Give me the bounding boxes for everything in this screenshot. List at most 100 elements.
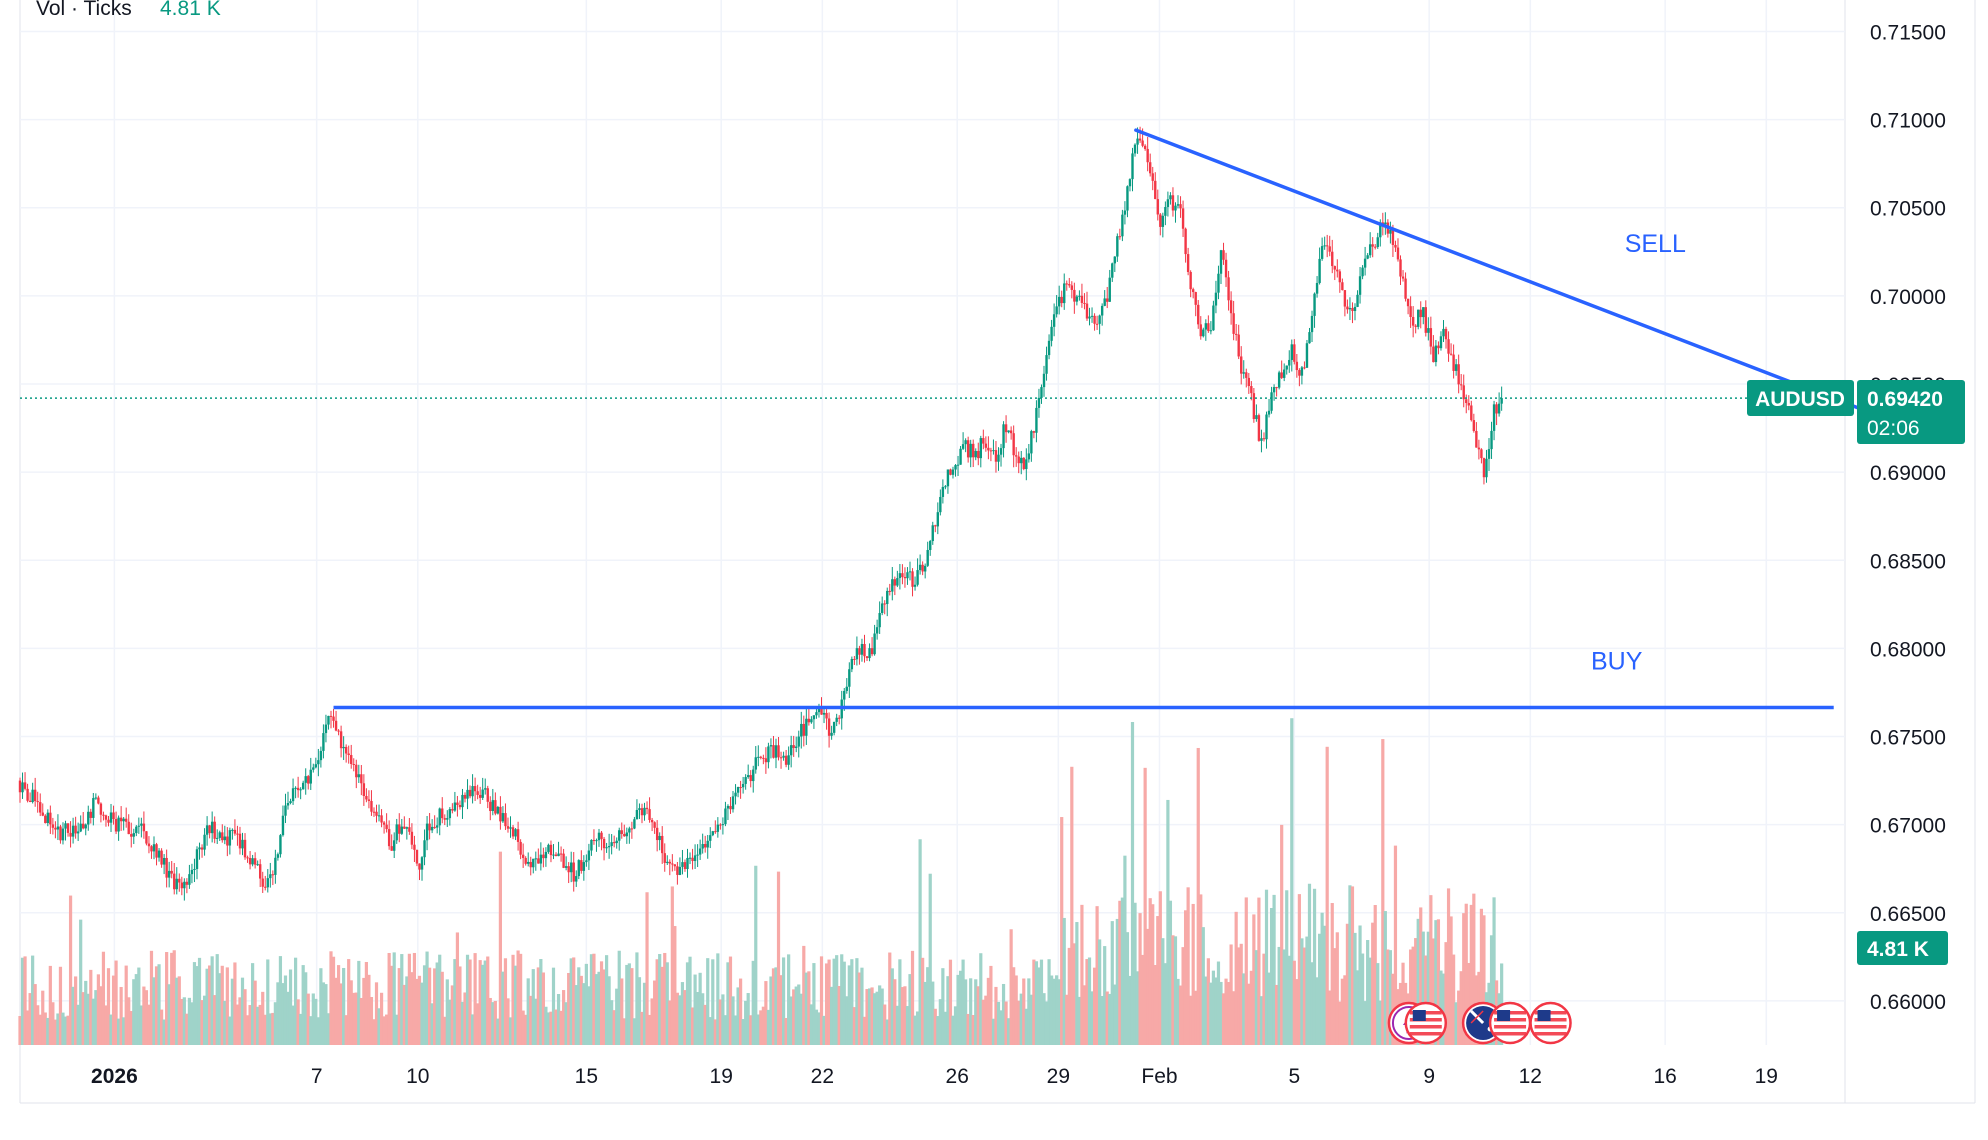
candle-body xyxy=(835,717,838,722)
candle-body xyxy=(360,774,363,784)
economic-events[interactable] xyxy=(1387,1001,1572,1045)
candle-body xyxy=(825,712,828,719)
candle-body xyxy=(448,809,452,819)
volume-bar xyxy=(402,984,406,1045)
volume-bar xyxy=(58,966,63,1045)
candle-body xyxy=(838,717,841,719)
candle-body xyxy=(1429,328,1433,347)
candle-body xyxy=(403,826,406,829)
candle-body xyxy=(764,758,768,763)
sell-trendline[interactable] xyxy=(1134,128,1890,421)
volume-bar xyxy=(683,990,687,1045)
candle-body xyxy=(863,643,866,657)
volume-bar xyxy=(1196,747,1200,1045)
candle-body xyxy=(1495,404,1498,414)
volume-bar xyxy=(43,1012,47,1045)
candle-body xyxy=(208,825,211,834)
candle-body xyxy=(1063,283,1066,304)
volume-bar xyxy=(438,954,442,1045)
volume-bar xyxy=(1492,897,1496,1045)
volume-bar xyxy=(192,962,197,1045)
candle-body xyxy=(524,857,527,864)
candle-body xyxy=(1313,293,1316,316)
candle-body xyxy=(387,829,391,847)
volume-bar xyxy=(541,972,545,1045)
volume-bar xyxy=(1135,971,1140,1045)
legend[interactable]: Vol · Ticks 4.81 K xyxy=(36,0,221,20)
candle-body xyxy=(529,861,532,868)
us-flag-event-icon[interactable] xyxy=(1529,1001,1572,1045)
time-tick-label: 22 xyxy=(811,1065,834,1088)
volume-bar xyxy=(668,1000,672,1045)
volume-bar xyxy=(109,1014,113,1045)
candle-body xyxy=(643,807,646,816)
candle-body xyxy=(147,843,151,847)
candle-body xyxy=(623,833,626,837)
volume-bar xyxy=(964,979,968,1045)
price-axis[interactable]: 0.715000.710000.705000.700000.695000.690… xyxy=(1870,21,1946,1013)
volume-bar xyxy=(1004,1001,1008,1045)
volume-bar xyxy=(68,895,73,1045)
volume-bar xyxy=(478,960,482,1045)
candle-body xyxy=(362,783,366,796)
volume-bar xyxy=(688,956,692,1045)
volume-bar xyxy=(905,1006,910,1045)
volume-bar xyxy=(615,988,619,1045)
candle-body xyxy=(289,801,292,804)
volume-bar xyxy=(1189,995,1193,1045)
legend-value: 4.81 K xyxy=(160,0,221,20)
grid xyxy=(19,0,1976,1104)
us-flag-event-icon[interactable] xyxy=(1404,1001,1448,1045)
candle-body xyxy=(1227,277,1230,301)
volume-bar xyxy=(377,1008,381,1045)
volume-bar xyxy=(966,1013,970,1045)
volume-bar xyxy=(989,965,993,1045)
candle-body xyxy=(44,815,47,824)
candle-body xyxy=(33,789,37,802)
candle-body xyxy=(1492,404,1496,431)
volume-bar xyxy=(127,997,131,1045)
candle-body xyxy=(653,822,656,828)
candle-body xyxy=(658,835,661,841)
candle-body xyxy=(195,849,199,869)
volume-bar xyxy=(273,1002,277,1045)
candle-body xyxy=(1396,247,1400,260)
candle-body xyxy=(1007,430,1010,433)
volume-bar xyxy=(650,998,654,1045)
candle-body xyxy=(1141,140,1144,146)
candle-body xyxy=(1323,245,1326,247)
volume-bar xyxy=(918,839,922,1045)
volume-bar xyxy=(215,954,219,1045)
candle-body xyxy=(1482,458,1486,478)
volume-bar xyxy=(400,954,404,1045)
volume-bar xyxy=(1383,911,1387,1045)
volume-bar xyxy=(1143,767,1147,1045)
candle-body xyxy=(104,815,108,820)
volume-bar xyxy=(946,976,950,1045)
volume-bar xyxy=(1070,766,1074,1045)
volume-bar xyxy=(976,986,980,1045)
volume-bar xyxy=(875,991,879,1045)
volume-bar xyxy=(357,960,361,1045)
drawings[interactable]: SELL BUY xyxy=(333,128,1890,710)
volume-bar xyxy=(1034,961,1039,1045)
volume-bar xyxy=(470,1014,475,1045)
volume-bar xyxy=(1426,931,1430,1045)
candle-body xyxy=(64,823,67,829)
candle-body xyxy=(1020,457,1023,464)
volume-bar xyxy=(938,999,942,1045)
time-axis[interactable]: 2026 7 10 15 19 22 26 29 Feb 5 9 12 16 19 xyxy=(91,1065,1778,1088)
us-flag-event-icon[interactable] xyxy=(1488,1001,1532,1045)
candle-body xyxy=(754,757,757,770)
volume-bar xyxy=(266,959,270,1045)
candle-body xyxy=(777,745,780,758)
volume-bar xyxy=(951,1015,955,1045)
volume-bar xyxy=(554,1009,558,1045)
candle-body xyxy=(1288,359,1291,366)
volume-bar xyxy=(943,1011,947,1045)
volume-bar xyxy=(792,989,796,1045)
volume-bar xyxy=(1032,959,1036,1045)
volume-bar xyxy=(1199,894,1203,1045)
candle-body xyxy=(1022,457,1025,470)
